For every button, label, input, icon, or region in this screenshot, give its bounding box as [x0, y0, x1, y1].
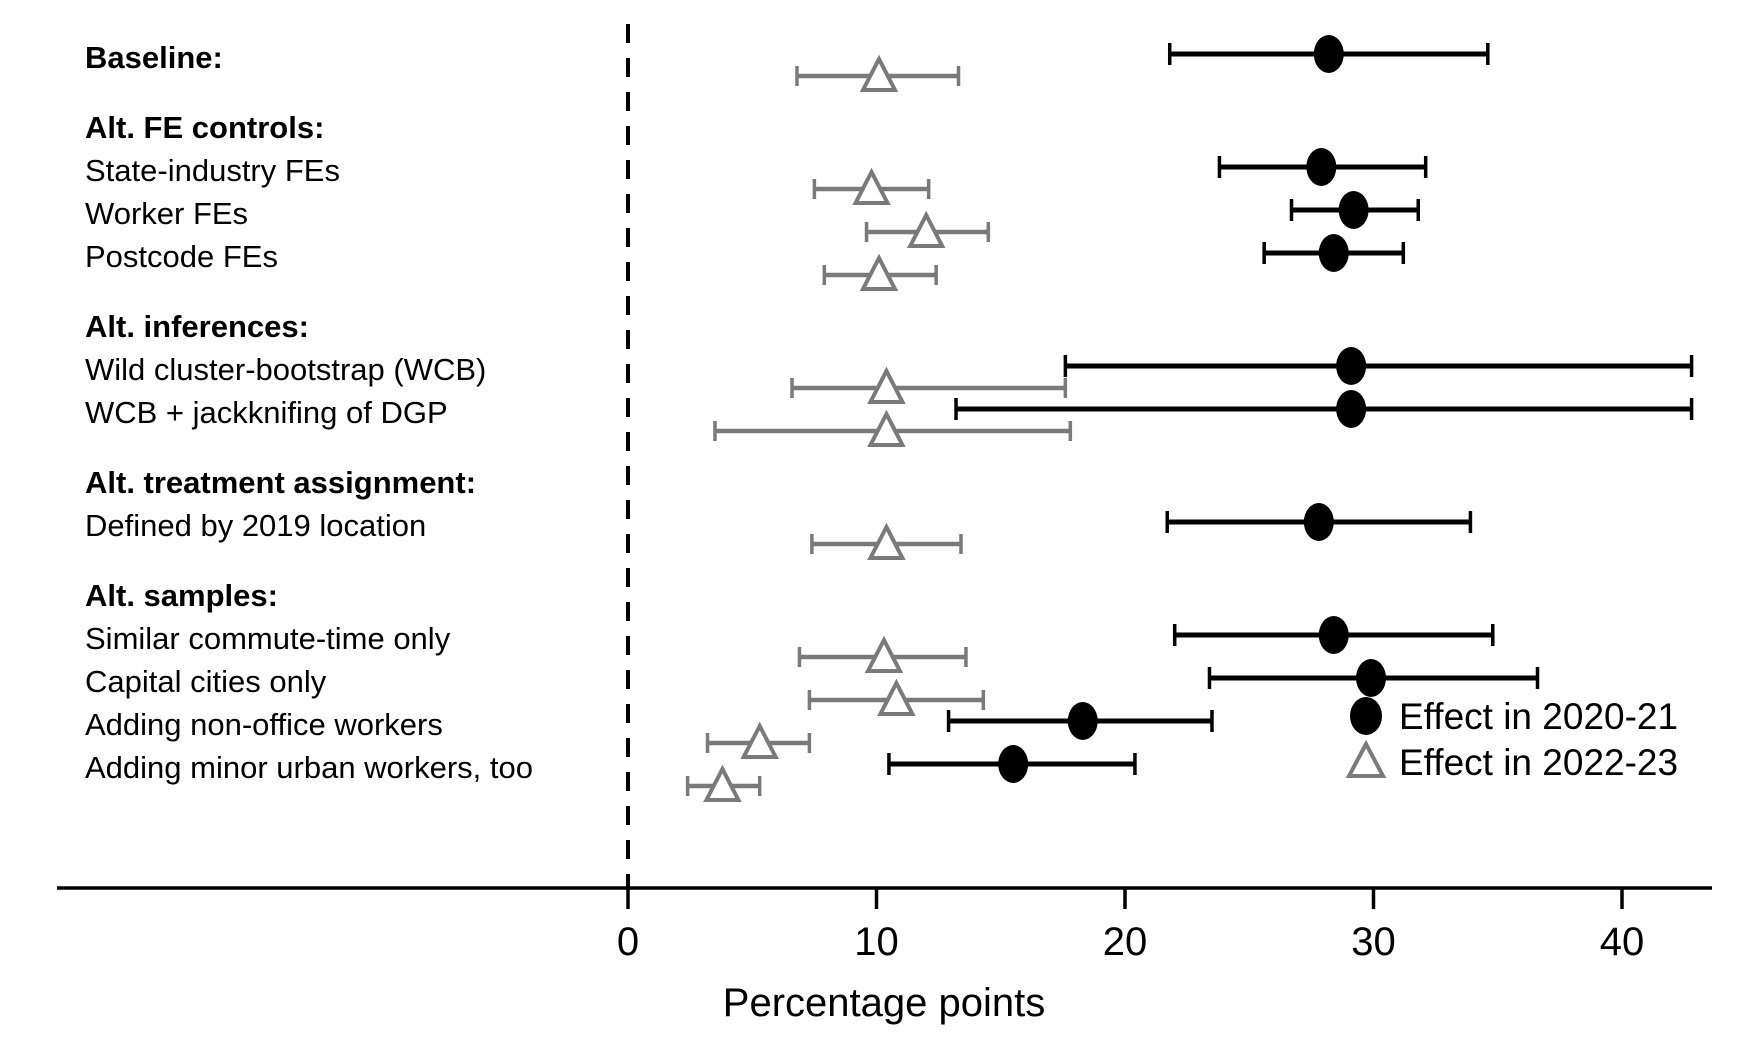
- point-estimate-2022-23-marker: [703, 764, 742, 802]
- row-label: Adding minor urban workers, too: [85, 750, 533, 785]
- point-estimate-2020-21-marker: [1336, 347, 1367, 385]
- x-axis-tick-label: 40: [1600, 920, 1645, 964]
- row-header-label: Alt. inferences:: [85, 309, 309, 344]
- point-estimate-2022-23-marker: [740, 721, 779, 759]
- point-estimate-2022-23-marker: [867, 366, 906, 404]
- x-axis-tick-label: 30: [1351, 920, 1396, 964]
- point-estimate-2020-21-marker: [1318, 234, 1349, 272]
- point-estimate-2022-23-marker: [859, 54, 899, 92]
- point-estimate-2020-21-marker: [1338, 191, 1369, 229]
- row-label: Capital cities only: [85, 664, 327, 699]
- row-label: Defined by 2019 location: [85, 508, 426, 543]
- legend-label-2020-21: Effect in 2020-21: [1399, 696, 1678, 737]
- x-axis-tick-label: 20: [1103, 920, 1148, 964]
- row-label: Similar commute-time only: [85, 621, 451, 656]
- legend-open-triangle-icon: [1345, 739, 1387, 778]
- x-axis-tick-label: 0: [617, 920, 639, 964]
- point-estimate-2020-21-marker: [1303, 503, 1334, 541]
- row-label: WCB + jackknifing of DGP: [85, 395, 448, 430]
- point-estimate-2020-21-marker: [1313, 35, 1344, 73]
- point-estimate-2020-21-marker: [998, 745, 1029, 783]
- x-axis-label: Percentage points: [723, 981, 1045, 1025]
- x-axis-tick-label: 10: [854, 920, 899, 964]
- point-estimate-2022-23-marker: [852, 167, 891, 205]
- row-label: State-industry FEs: [85, 153, 340, 188]
- row-label: Postcode FEs: [85, 239, 278, 274]
- point-estimate-2022-23-marker: [867, 522, 906, 560]
- point-estimate-2020-21-marker: [1336, 390, 1367, 428]
- legend: Effect in 2020-21 Effect in 2022-23: [1345, 696, 1678, 783]
- point-estimate-2022-23-marker: [859, 253, 899, 291]
- point-estimate-2020-21-marker: [1318, 616, 1349, 654]
- row-header-label: Alt. treatment assignment:: [85, 465, 476, 500]
- row-label: Wild cluster-bootstrap (WCB): [85, 352, 486, 387]
- point-estimate-2022-23-marker: [906, 210, 946, 248]
- point-estimate-2020-21-marker: [1067, 702, 1098, 740]
- point-estimate-2022-23-marker: [867, 409, 906, 447]
- legend-label-2022-23: Effect in 2022-23: [1399, 742, 1678, 783]
- point-estimate-2022-23-marker: [877, 678, 916, 716]
- row-header-label: Alt. FE controls:: [85, 110, 324, 145]
- legend-filled-circle-icon: [1350, 697, 1382, 735]
- point-estimate-2020-21-marker: [1306, 148, 1337, 186]
- row-header-label: Baseline:: [85, 40, 223, 75]
- point-estimate-2022-23-marker: [864, 635, 904, 673]
- chart-dynamic-layer: 0 10 20 30 40 Baseline: Alt. FE controls: State…: [57, 24, 1712, 964]
- row-label: Adding non-office workers: [85, 707, 443, 742]
- point-estimate-2020-21-marker: [1356, 659, 1387, 697]
- row-header-label: Alt. samples:: [85, 578, 278, 613]
- row-label: Worker FEs: [85, 196, 248, 231]
